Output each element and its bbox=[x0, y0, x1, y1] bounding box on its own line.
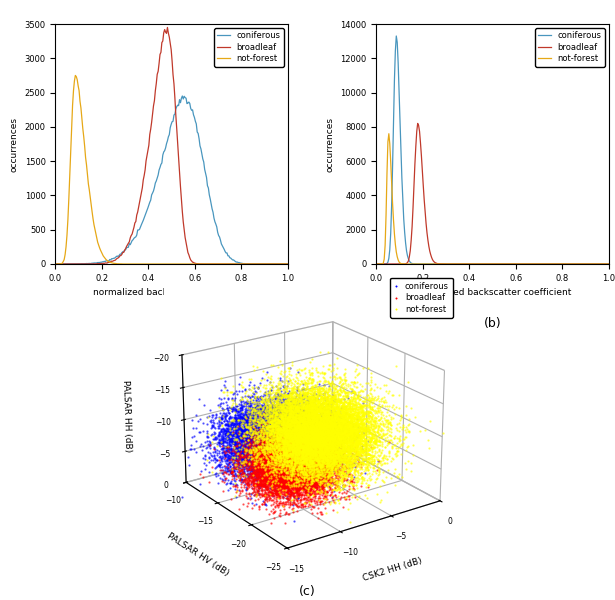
Line: broadleaf: broadleaf bbox=[377, 124, 608, 264]
Legend: coniferous, broadleaf, not-forest: coniferous, broadleaf, not-forest bbox=[390, 278, 453, 318]
not-forest bbox=[470, 260, 477, 268]
not-forest bbox=[187, 260, 194, 268]
broadleaf bbox=[534, 260, 541, 268]
broadleaf bbox=[164, 24, 171, 31]
broadleaf bbox=[467, 260, 474, 268]
not-forest bbox=[276, 260, 283, 268]
not-forest bbox=[597, 260, 604, 268]
not-forest bbox=[605, 260, 612, 268]
not-forest bbox=[385, 130, 392, 137]
coniferous bbox=[148, 191, 156, 199]
coniferous bbox=[90, 259, 98, 266]
broadleaf bbox=[276, 260, 283, 268]
Line: broadleaf: broadleaf bbox=[56, 28, 287, 264]
coniferous bbox=[284, 260, 291, 268]
broadleaf bbox=[373, 260, 381, 268]
not-forest bbox=[508, 260, 515, 268]
Legend: coniferous, broadleaf, not-forest: coniferous, broadleaf, not-forest bbox=[535, 28, 605, 67]
not-forest bbox=[213, 260, 220, 268]
not-forest bbox=[52, 260, 60, 268]
X-axis label: normalized backscatter coefficient: normalized backscatter coefficient bbox=[414, 288, 571, 297]
Line: not-forest: not-forest bbox=[377, 134, 608, 264]
broadleaf bbox=[605, 260, 612, 268]
coniferous bbox=[597, 260, 604, 268]
broadleaf bbox=[414, 120, 421, 127]
not-forest bbox=[412, 260, 419, 268]
broadleaf bbox=[411, 161, 419, 168]
Text: (a): (a) bbox=[163, 317, 180, 330]
broadleaf bbox=[284, 260, 291, 268]
coniferous bbox=[187, 105, 194, 112]
broadleaf bbox=[145, 142, 153, 149]
Line: not-forest: not-forest bbox=[56, 76, 287, 264]
not-forest bbox=[534, 260, 541, 268]
coniferous bbox=[605, 260, 612, 268]
Line: coniferous: coniferous bbox=[377, 36, 608, 264]
Line: coniferous: coniferous bbox=[56, 96, 287, 264]
coniferous bbox=[392, 32, 400, 40]
coniferous bbox=[145, 202, 153, 209]
not-forest bbox=[91, 226, 98, 233]
Y-axis label: occurrences: occurrences bbox=[326, 116, 335, 172]
not-forest bbox=[72, 72, 79, 79]
Text: (b): (b) bbox=[484, 317, 501, 330]
coniferous bbox=[508, 260, 515, 268]
coniferous bbox=[412, 260, 419, 268]
broadleaf bbox=[52, 260, 60, 268]
broadleaf bbox=[187, 256, 194, 263]
broadleaf bbox=[90, 260, 98, 268]
broadleaf bbox=[148, 119, 156, 126]
X-axis label: CSK2 HH (dB): CSK2 HH (dB) bbox=[362, 556, 423, 583]
broadleaf bbox=[213, 260, 220, 268]
broadleaf bbox=[470, 260, 477, 268]
coniferous bbox=[467, 260, 474, 268]
broadleaf bbox=[597, 260, 604, 268]
Legend: coniferous, broadleaf, not-forest: coniferous, broadleaf, not-forest bbox=[214, 28, 284, 67]
Text: (c): (c) bbox=[299, 584, 316, 598]
not-forest bbox=[373, 260, 381, 268]
Y-axis label: PALSAR HV (dB): PALSAR HV (dB) bbox=[165, 531, 231, 578]
Y-axis label: occurrences: occurrences bbox=[10, 116, 19, 172]
coniferous bbox=[534, 260, 541, 268]
broadleaf bbox=[508, 260, 515, 268]
coniferous bbox=[276, 260, 283, 268]
not-forest bbox=[284, 260, 291, 268]
X-axis label: normalized backscatter coefficient: normalized backscatter coefficient bbox=[93, 288, 250, 297]
coniferous bbox=[373, 260, 381, 268]
coniferous bbox=[470, 260, 477, 268]
coniferous bbox=[213, 223, 220, 230]
coniferous bbox=[178, 92, 186, 100]
not-forest bbox=[146, 260, 154, 268]
not-forest bbox=[467, 260, 474, 268]
coniferous bbox=[52, 260, 60, 268]
not-forest bbox=[149, 260, 156, 268]
